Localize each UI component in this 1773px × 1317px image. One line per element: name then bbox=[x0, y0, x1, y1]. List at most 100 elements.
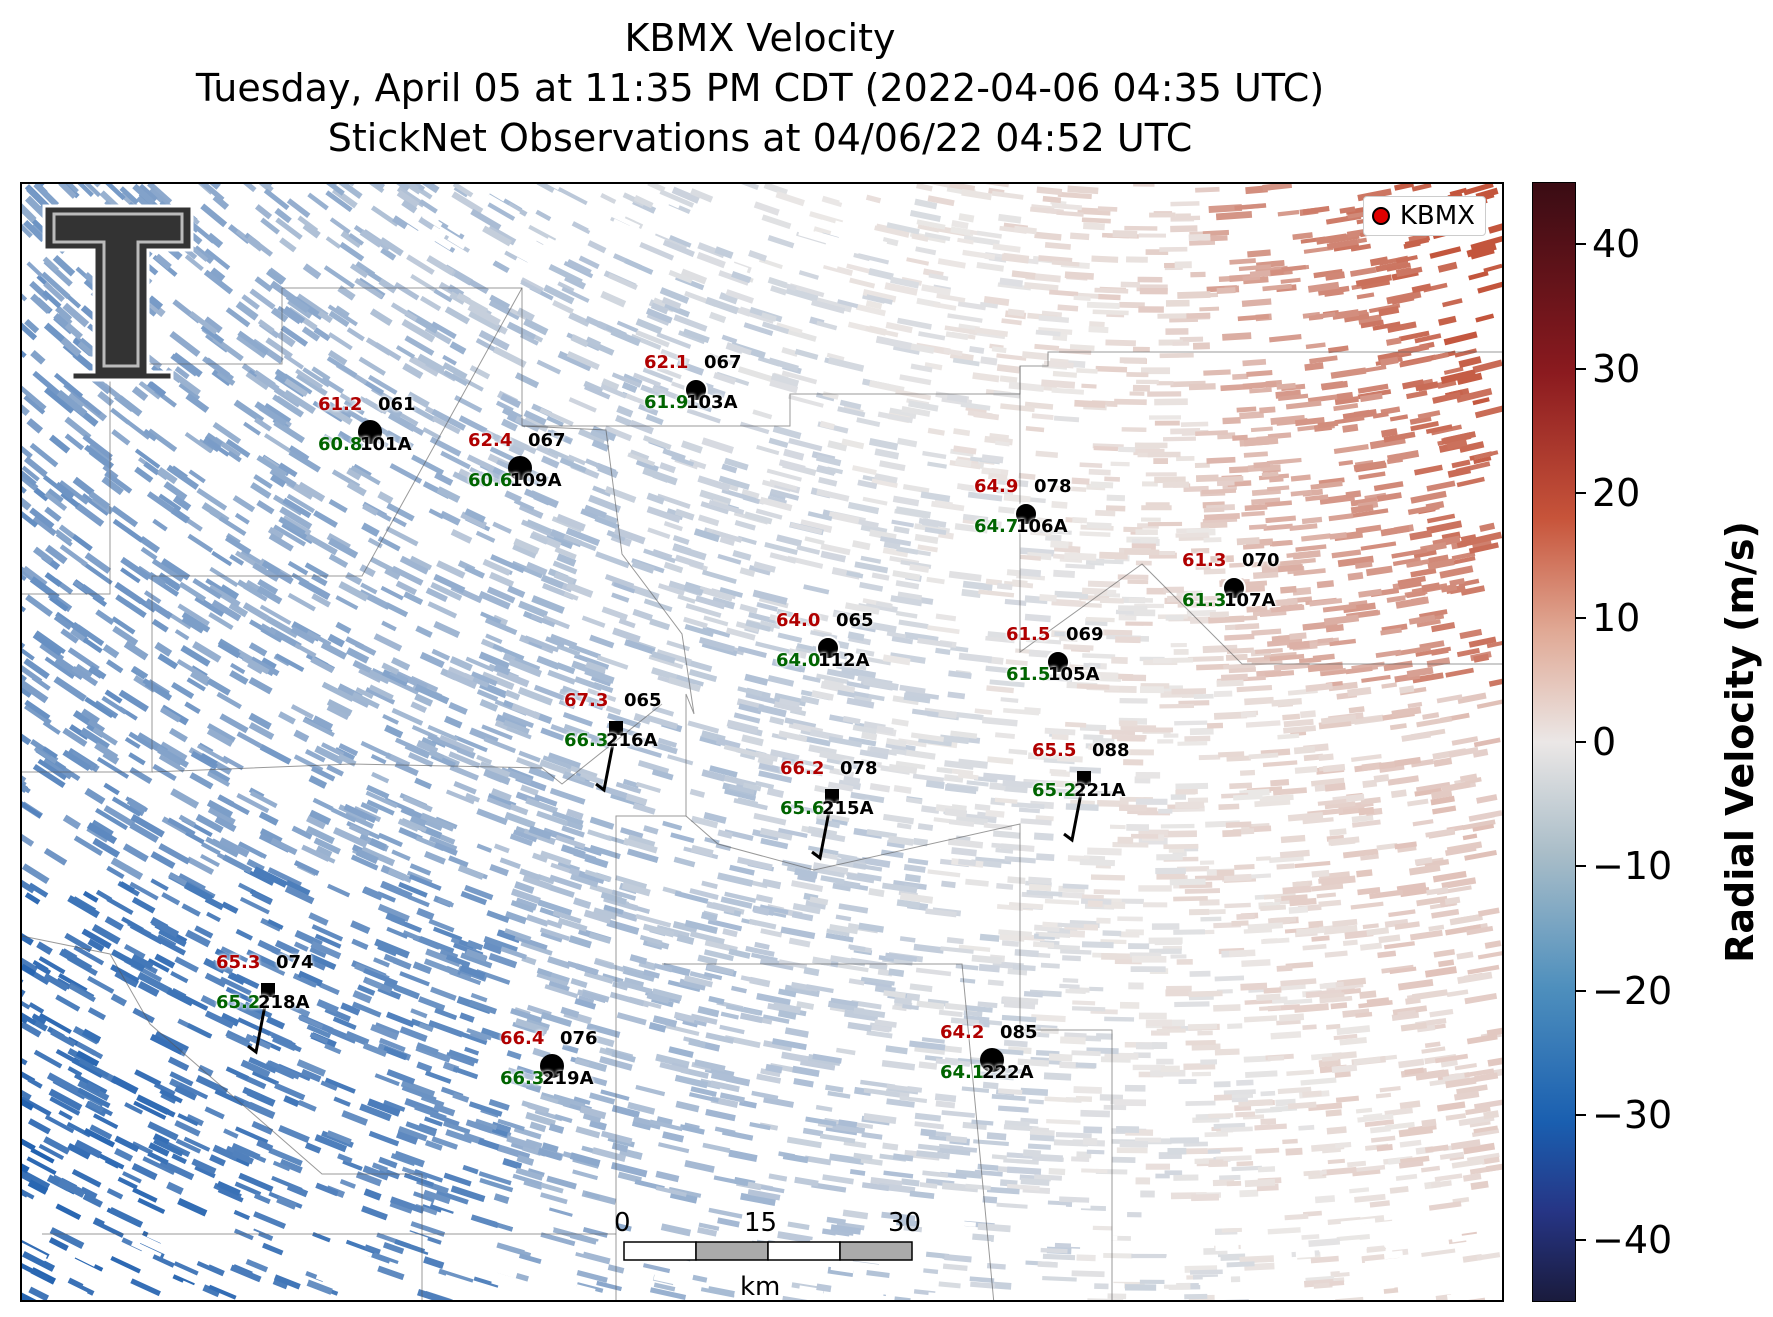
county-boundary bbox=[22, 287, 523, 773]
station-dewpoint: 65.6 bbox=[780, 798, 825, 819]
map-title: KBMX Velocity bbox=[624, 16, 896, 60]
station-direction: 076 bbox=[560, 1028, 598, 1049]
colorbar-tick-label: −40 bbox=[1592, 1217, 1673, 1262]
scale-bar bbox=[623, 1241, 913, 1261]
station-marker bbox=[980, 1048, 1004, 1072]
colorbar-tick bbox=[1576, 616, 1586, 619]
station-marker bbox=[816, 636, 840, 660]
station-id: 215A bbox=[822, 798, 874, 819]
station-id: 101A bbox=[360, 434, 412, 455]
map-subtitle-time: Tuesday, April 05 at 11:35 PM CDT (2022-… bbox=[195, 66, 1325, 110]
texas-tech-logo bbox=[42, 204, 194, 382]
map-legend: KBMX bbox=[1362, 196, 1486, 236]
colorbar-tick-label: −10 bbox=[1592, 844, 1673, 889]
wind-barb-icon bbox=[247, 989, 270, 1055]
station-temp: 62.4 bbox=[468, 430, 513, 451]
station-id: 109A bbox=[510, 470, 562, 491]
scale-label-15: 15 bbox=[744, 1208, 778, 1238]
station-marker bbox=[540, 1054, 564, 1078]
station-direction: 065 bbox=[624, 690, 662, 711]
legend-label: KBMX bbox=[1399, 201, 1475, 231]
station-temp: 67.3 bbox=[564, 690, 609, 711]
wind-barb-icon bbox=[811, 795, 834, 861]
station-temp: 61.3 bbox=[1182, 550, 1227, 571]
station-marker bbox=[358, 420, 382, 444]
colorbar-tick-label: −30 bbox=[1592, 1093, 1673, 1138]
colorbar-tick-label: 20 bbox=[1592, 471, 1641, 516]
station-temp: 65.3 bbox=[216, 952, 261, 973]
station-direction: 067 bbox=[528, 430, 566, 451]
colorbar-title: Radial Velocity (m/s) bbox=[1718, 521, 1762, 963]
map-subtitle-obs: StickNet Observations at 04/06/22 04:52 … bbox=[327, 116, 1193, 160]
station-dewpoint: 65.2 bbox=[216, 992, 261, 1013]
station-direction: 065 bbox=[836, 610, 874, 631]
kbmx-marker-icon bbox=[1371, 207, 1390, 225]
county-boundary bbox=[662, 963, 995, 1300]
county-boundary bbox=[685, 815, 1113, 1300]
station-direction: 078 bbox=[840, 758, 878, 779]
colorbar-tick bbox=[1576, 492, 1586, 495]
colorbar-tick bbox=[1576, 989, 1586, 992]
station-dewpoint: 61.3 bbox=[1182, 590, 1227, 611]
colorbar-tick-label: 0 bbox=[1592, 720, 1617, 764]
velocity-gates bbox=[22, 184, 1502, 1300]
station-id: 106A bbox=[1016, 516, 1068, 537]
station-direction: 070 bbox=[1242, 550, 1280, 571]
colorbar-tick bbox=[1576, 865, 1586, 868]
station-id: 112A bbox=[818, 650, 870, 671]
colorbar-tick-label: 30 bbox=[1592, 346, 1641, 391]
colorbar-tick bbox=[1576, 1238, 1586, 1241]
station-dewpoint: 65.2 bbox=[1032, 780, 1077, 801]
station-dewpoint: 66.3 bbox=[500, 1068, 545, 1089]
station-dewpoint: 61.9 bbox=[644, 392, 689, 413]
station-id: 103A bbox=[686, 392, 738, 413]
county-boundary bbox=[521, 425, 695, 1300]
station-direction: 088 bbox=[1092, 740, 1130, 761]
station-id: 218A bbox=[258, 992, 310, 1013]
station-dewpoint: 66.3 bbox=[564, 730, 609, 751]
station-temp: 66.2 bbox=[780, 758, 825, 779]
station-id: 107A bbox=[1224, 590, 1276, 611]
station-temp: 65.5 bbox=[1032, 740, 1077, 761]
wind-barb-icon bbox=[1063, 777, 1086, 843]
station-marker bbox=[684, 378, 708, 402]
station-marker bbox=[1046, 650, 1070, 674]
station-direction: 067 bbox=[704, 352, 742, 373]
station-marker bbox=[1014, 502, 1038, 526]
scale-unit: km bbox=[740, 1272, 781, 1302]
station-temp: 66.4 bbox=[500, 1028, 545, 1049]
station-direction: 074 bbox=[276, 952, 314, 973]
station-dewpoint: 61.5 bbox=[1006, 664, 1051, 685]
station-dewpoint: 60.6 bbox=[468, 470, 513, 491]
station-temp: 64.9 bbox=[974, 476, 1019, 497]
colorbar-tick-label: 10 bbox=[1592, 595, 1641, 640]
colorbar-tick bbox=[1576, 243, 1586, 246]
colorbar-tick bbox=[1576, 1114, 1586, 1117]
county-boundary bbox=[22, 935, 423, 1300]
velocity-colorbar bbox=[1532, 182, 1576, 1302]
wind-barb-icon bbox=[595, 727, 618, 793]
station-id: 219A bbox=[542, 1068, 594, 1089]
station-id: 222A bbox=[982, 1062, 1034, 1083]
scale-label-0: 0 bbox=[614, 1208, 631, 1238]
station-direction: 061 bbox=[378, 394, 416, 415]
station-id: 221A bbox=[1074, 780, 1126, 801]
station-dewpoint: 64.7 bbox=[974, 516, 1019, 537]
station-dewpoint: 60.8 bbox=[318, 434, 363, 455]
station-direction: 078 bbox=[1034, 476, 1072, 497]
scale-label-30: 30 bbox=[888, 1208, 922, 1238]
station-temp: 64.0 bbox=[776, 610, 821, 631]
station-id: 216A bbox=[606, 730, 658, 751]
colorbar-tick-label: 40 bbox=[1592, 222, 1641, 267]
county-boundary bbox=[1019, 366, 1502, 665]
radar-map[interactable]: KBMX 61.2 061 60.8 101A 62.1 067 61.9 103A 62.4 0… bbox=[20, 182, 1504, 1302]
colorbar-tick bbox=[1576, 741, 1586, 743]
station-temp: 61.5 bbox=[1006, 624, 1051, 645]
station-id: 105A bbox=[1048, 664, 1100, 685]
station-direction: 069 bbox=[1066, 624, 1104, 645]
station-marker bbox=[508, 456, 532, 480]
station-temp: 64.2 bbox=[940, 1022, 985, 1043]
station-dewpoint: 64.0 bbox=[776, 650, 821, 671]
colorbar-tick-label: −20 bbox=[1592, 968, 1673, 1013]
county-boundary bbox=[151, 703, 663, 785]
